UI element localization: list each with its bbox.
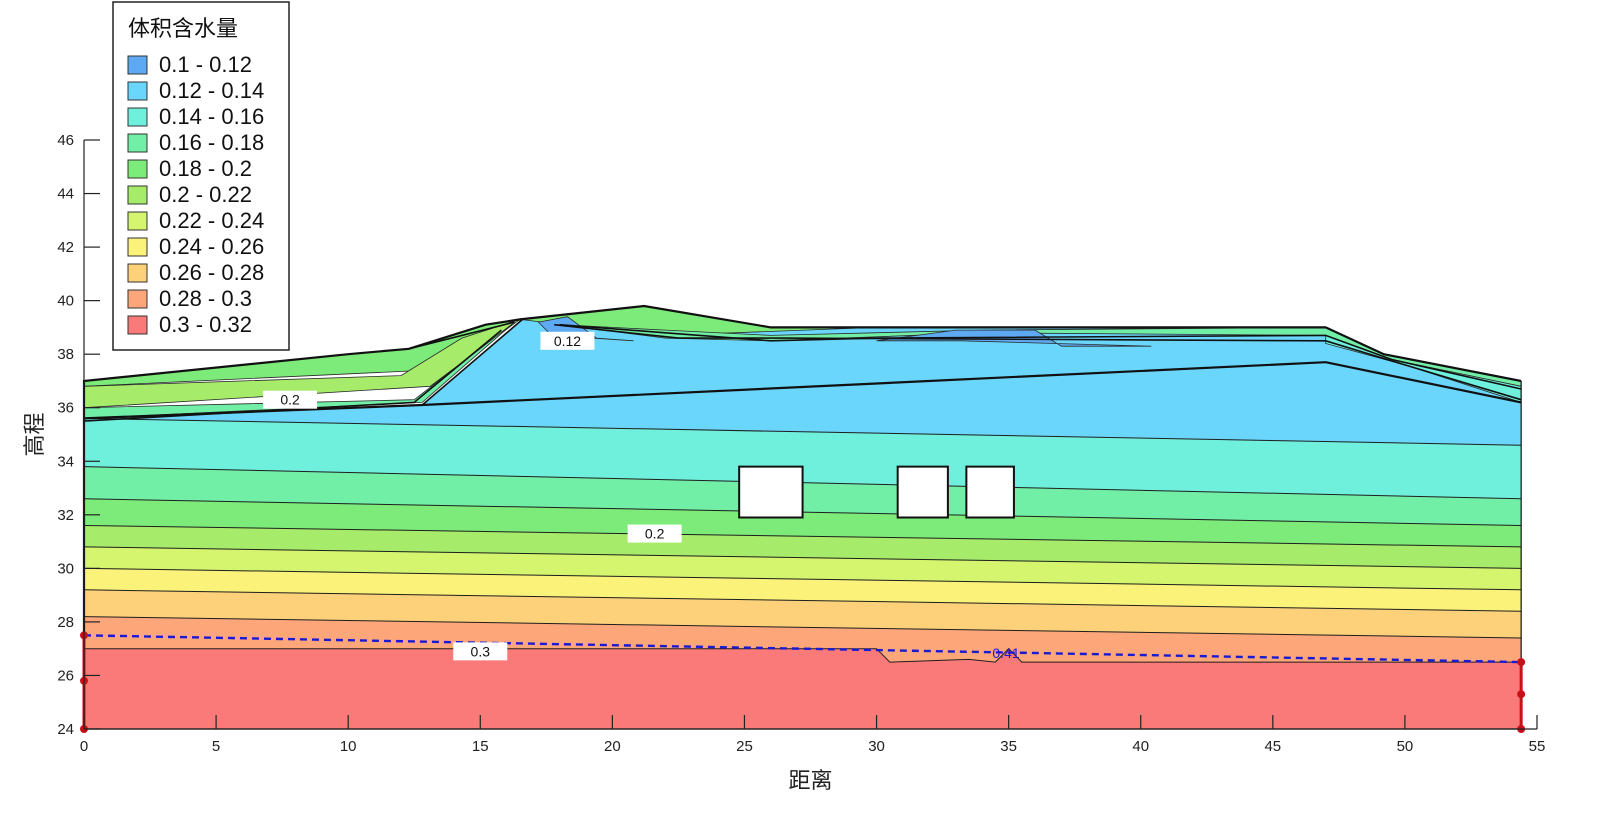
y-tick-label-28: 28: [57, 614, 74, 631]
contour-line-0: [83, 616, 1522, 639]
legend-swatch-9: [127, 289, 148, 309]
x-tick-label-5: 5: [212, 738, 220, 755]
legend-label-1: 0.12 - 0.14: [159, 78, 264, 103]
material-line-5: [554, 323, 1522, 401]
legend-items: 0.1 - 0.120.12 - 0.140.14 - 0.160.16 - 0…: [127, 52, 264, 337]
contour-line-2: [83, 567, 1522, 591]
x-tick-label-55: 55: [1529, 738, 1546, 755]
boundary-node-5: [1517, 658, 1526, 667]
legend-label-3: 0.16 - 0.18: [159, 130, 264, 155]
contour-label-1: 0.2: [280, 392, 300, 408]
x-tick-label-10: 10: [340, 738, 357, 755]
x-tick-label-40: 40: [1132, 738, 1149, 755]
x-tick-label-45: 45: [1264, 738, 1281, 755]
x-axis-title: 距离: [788, 769, 832, 794]
contour-label-box-1: [263, 390, 318, 409]
x-tick-label-25: 25: [736, 738, 753, 755]
legend-label-0: 0.1 - 0.12: [159, 52, 252, 77]
contour-line-3: [83, 546, 1522, 569]
legend-label-10: 0.3 - 0.32: [159, 312, 252, 337]
contour-line-7: [83, 417, 1522, 446]
legend-label-6: 0.22 - 0.24: [159, 208, 264, 233]
legend-title: 体积含水量: [128, 17, 238, 42]
water-table-label: 0.41: [992, 645, 1019, 661]
y-tick-label-36: 36: [57, 400, 74, 417]
legend-swatch-7: [127, 237, 148, 257]
x-tick-label-30: 30: [868, 738, 885, 755]
legend: 体积含水量 0.1 - 0.120.12 - 0.140.14 - 0.160.…: [112, 1, 290, 351]
legend-swatch-6: [127, 211, 148, 231]
x-tick-label-35: 35: [1000, 738, 1017, 755]
legend-swatch-1: [127, 81, 148, 101]
upper-zone-2: [84, 321, 515, 419]
axes-layer: 0 5 10 15 20 25 30 35 40 45 50 55 24 26 28 30 32 34 36 38 40…: [57, 132, 1545, 755]
material-line-2: [421, 318, 524, 406]
y-tick-label-24: 24: [57, 721, 74, 738]
y-tick-label-40: 40: [57, 293, 74, 310]
y-tick-label-34: 34: [57, 453, 74, 470]
y-tick-label-26: 26: [57, 667, 74, 684]
legend-label-2: 0.14 - 0.16: [159, 104, 264, 129]
y-tick-label-32: 32: [57, 507, 74, 524]
contour-label-box-2: [627, 524, 682, 543]
contour-line-4: [83, 525, 1522, 548]
contour-label-box-0: [540, 331, 595, 350]
contour-label-2: 0.2: [645, 526, 665, 542]
legend-swatch-5: [127, 185, 148, 205]
void-1: [896, 465, 949, 519]
legend-swatch-10: [127, 315, 148, 335]
y-axis-title: 高程: [23, 412, 48, 456]
y-tick-label-30: 30: [57, 560, 74, 577]
legend-swatch-0: [127, 55, 148, 75]
void-layer: [738, 465, 1015, 519]
legend-swatch-2: [127, 107, 148, 127]
y-tick-label-46: 46: [57, 132, 74, 149]
legend-label-9: 0.28 - 0.3: [159, 286, 252, 311]
ground-surface-line: [82, 304, 1522, 729]
contour-label-box-3: [453, 642, 508, 661]
x-tick-label-20: 20: [604, 738, 621, 755]
material-boundary-layer: [83, 318, 1522, 422]
x-tick-label-15: 15: [472, 738, 489, 755]
x-tick-label-50: 50: [1397, 738, 1414, 755]
contour-label-3: 0.3: [471, 643, 491, 659]
y-tick-label-42: 42: [57, 239, 74, 256]
void-2: [965, 465, 1015, 519]
material-line-3: [83, 329, 502, 422]
legend-swatch-3: [127, 133, 148, 153]
legend-label-5: 0.2 - 0.22: [159, 182, 252, 207]
legend-label-7: 0.24 - 0.26: [159, 234, 264, 259]
boundary-node-4: [1517, 690, 1526, 699]
legend-label-4: 0.18 - 0.2: [159, 156, 252, 181]
x-tick-label-0: 0: [80, 738, 88, 755]
legend-swatch-8: [127, 263, 148, 283]
contour-label-layer: 0.12 0.2 0.2 0.3: [263, 331, 682, 661]
legend-swatch-4: [127, 159, 148, 179]
contour-line-1: [83, 589, 1522, 612]
y-tick-label-38: 38: [57, 346, 74, 363]
void-0: [738, 465, 804, 519]
contour-label-0: 0.12: [554, 333, 581, 349]
legend-label-8: 0.26 - 0.28: [159, 260, 264, 285]
y-tick-label-44: 44: [57, 186, 74, 203]
upper-zone-6: [876, 329, 1152, 347]
